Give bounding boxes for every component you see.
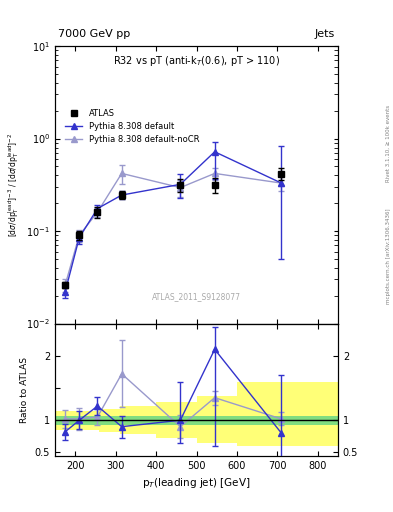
Text: R32 vs pT (anti-k$_T$(0.6), pT > 110): R32 vs pT (anti-k$_T$(0.6), pT > 110) [113,54,280,69]
Y-axis label: [d$\sigma$/dp$_\mathrm{T}^\mathrm{lead}$]$^{-3}$ / [d$\sigma$/dp$_\mathrm{T}^\ma: [d$\sigma$/dp$_\mathrm{T}^\mathrm{lead}$… [6,133,21,237]
Y-axis label: Ratio to ATLAS: Ratio to ATLAS [20,357,29,422]
Text: ATLAS_2011_S9128077: ATLAS_2011_S9128077 [152,292,241,302]
Text: 7000 GeV pp: 7000 GeV pp [58,29,130,39]
X-axis label: p$_T$(leading jet) [GeV]: p$_T$(leading jet) [GeV] [142,476,251,490]
Text: mcplots.cern.ch [arXiv:1306.3436]: mcplots.cern.ch [arXiv:1306.3436] [386,208,391,304]
Legend: ATLAS, Pythia 8.308 default, Pythia 8.308 default-noCR: ATLAS, Pythia 8.308 default, Pythia 8.30… [62,106,202,148]
Text: Jets: Jets [315,29,335,39]
Text: Rivet 3.1.10, ≥ 100k events: Rivet 3.1.10, ≥ 100k events [386,105,391,182]
